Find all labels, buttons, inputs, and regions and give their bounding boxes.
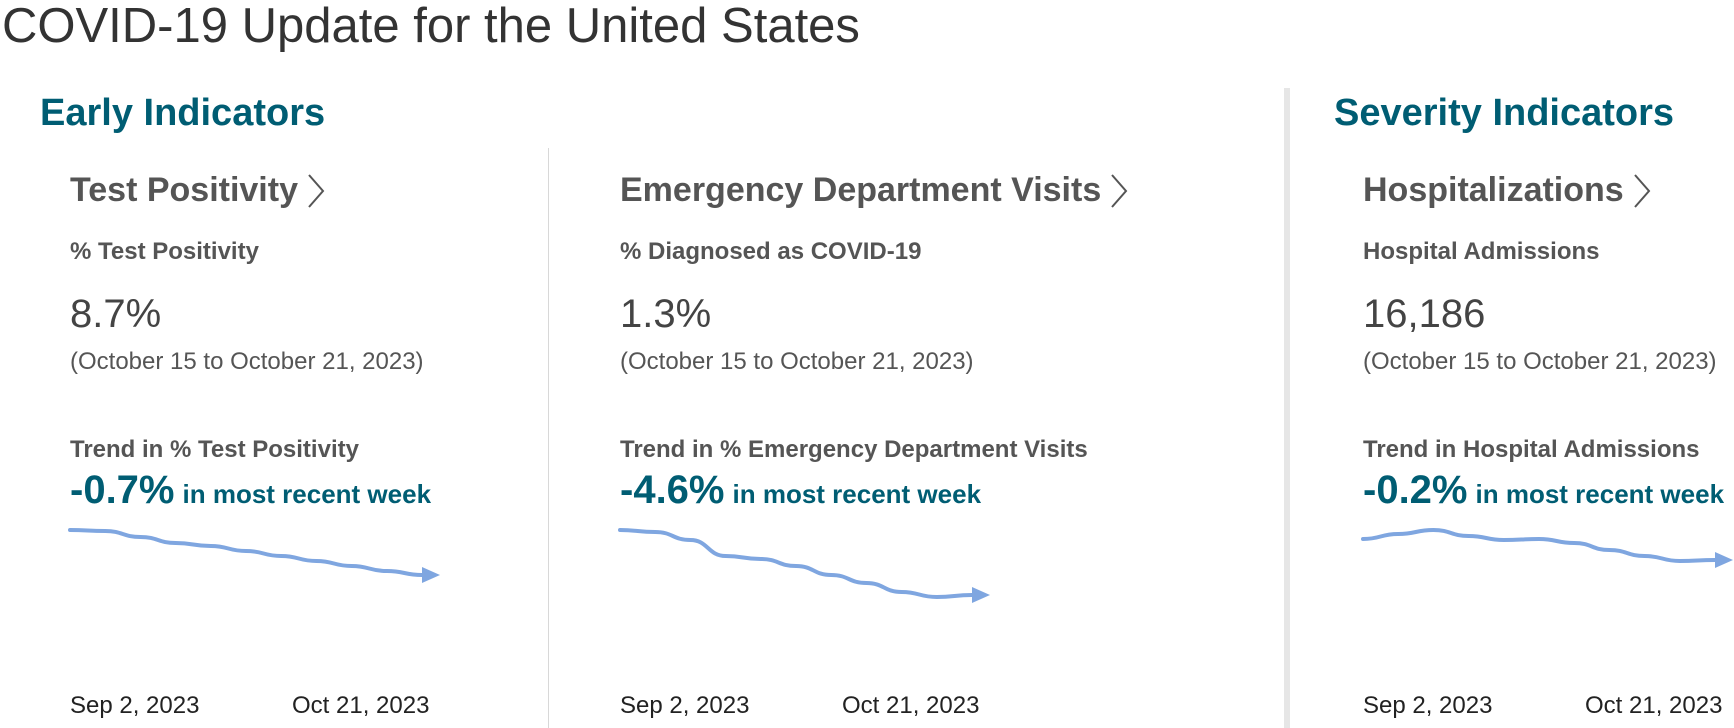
trend-summary: -0.7% in most recent week	[70, 468, 431, 513]
trend-suffix: in most recent week	[182, 479, 432, 509]
chevron-right-icon	[1111, 174, 1128, 208]
trend-suffix: in most recent week	[1475, 479, 1725, 509]
trend-label: Trend in % Emergency Department Visits	[620, 436, 1088, 463]
metric-label: Hospital Admissions	[1363, 238, 1600, 265]
trend-sparkline	[1361, 527, 1733, 568]
section-title-early-indicators: Early Indicators	[40, 92, 326, 134]
axis-start-date: Sep 2, 2023	[70, 692, 200, 719]
card-divider	[548, 148, 549, 728]
axis-start-date: Sep 2, 2023	[620, 692, 750, 719]
trend-label: Trend in % Test Positivity	[70, 436, 359, 463]
card-link-test-positivity[interactable]: Test Positivity	[70, 170, 490, 210]
section-divider	[1284, 88, 1290, 728]
card-title: Test Positivity	[70, 171, 298, 209]
chevron-right-icon	[308, 174, 325, 208]
card-link-emergency-department-visits[interactable]: Emergency Department Visits	[620, 170, 1180, 210]
page-title: COVID-19 Update for the United States	[2, 0, 860, 53]
metric-label: % Diagnosed as COVID-19	[620, 238, 922, 265]
card-test-positivity: Test Positivity % Test Positivity 8.7% (…	[68, 170, 490, 728]
axis-end-date: Oct 21, 2023	[1585, 692, 1723, 719]
trend-summary: -4.6% in most recent week	[620, 468, 981, 513]
trend-line	[1361, 527, 1717, 564]
section-title-severity-indicators: Severity Indicators	[1334, 92, 1675, 134]
metric-value: 1.3%	[620, 292, 712, 336]
trend-label: Trend in Hospital Admissions	[1363, 436, 1700, 463]
metric-date-range: (October 15 to October 21, 2023)	[1363, 348, 1717, 375]
trend-percent: -0.7%	[70, 468, 175, 512]
trend-summary: -0.2% in most recent week	[1363, 468, 1724, 513]
trend-line	[618, 528, 974, 600]
metric-value: 16,186	[1363, 292, 1486, 336]
trend-percent: -0.2%	[1363, 468, 1468, 512]
trend-arrow-head	[972, 587, 990, 603]
card-title: Emergency Department Visits	[620, 171, 1102, 209]
card-hospitalizations: Hospitalizations Hospital Admissions 16,…	[1361, 170, 1733, 728]
trend-suffix: in most recent week	[732, 479, 982, 509]
axis-end-date: Oct 21, 2023	[842, 692, 980, 719]
chevron-right-icon	[1633, 174, 1651, 208]
card-link-hospitalizations[interactable]: Hospitalizations	[1363, 170, 1733, 210]
metric-value: 8.7%	[70, 292, 162, 336]
trend-sparkline	[68, 528, 440, 583]
metric-date-range: (October 15 to October 21, 2023)	[620, 348, 974, 375]
trend-sparkline	[618, 528, 990, 603]
trend-arrow-head	[422, 567, 440, 583]
trend-arrow-head	[1715, 552, 1733, 568]
trend-percent: -4.6%	[620, 468, 725, 512]
trend-line	[68, 528, 424, 577]
card-emergency-department-visits: Emergency Department Visits % Diagnosed …	[618, 170, 1180, 728]
card-title: Hospitalizations	[1363, 171, 1624, 209]
metric-date-range: (October 15 to October 21, 2023)	[70, 348, 424, 375]
metric-label: % Test Positivity	[70, 238, 259, 265]
axis-end-date: Oct 21, 2023	[292, 692, 430, 719]
axis-start-date: Sep 2, 2023	[1363, 692, 1493, 719]
